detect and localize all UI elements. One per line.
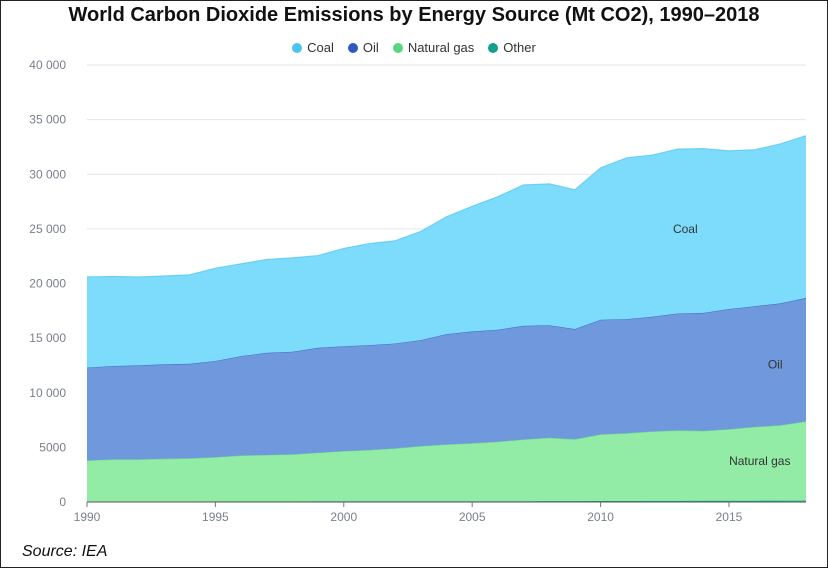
x-tick-label-1995: 1995 (202, 510, 229, 524)
area-label-coal: Coal (673, 222, 698, 236)
y-tick-label-5000: 5000 (39, 440, 66, 454)
legend: Coal Oil Natural gas Other (0, 40, 828, 55)
y-tick-label-30000: 30 000 (29, 167, 66, 181)
x-tick-label-2010: 2010 (587, 510, 614, 524)
area-coal (87, 135, 806, 368)
legend-item-oil[interactable]: Oil (347, 40, 379, 55)
chart-title: World Carbon Dioxide Emissions by Energy… (68, 4, 760, 26)
area-oil (87, 297, 806, 461)
y-tick-label-0: 0 (59, 495, 66, 509)
legend-item-natural-gas[interactable]: Natural gas (392, 40, 475, 55)
area-label-oil: Oil (768, 358, 783, 372)
legend-swatch-oil (347, 42, 358, 53)
legend-label-coal: Coal (307, 40, 334, 55)
x-tick-label-2005: 2005 (459, 510, 486, 524)
y-tick-label-15000: 15 000 (29, 331, 66, 345)
legend-swatch-other (488, 42, 499, 53)
y-tick-label-40000: 40 000 (29, 58, 66, 72)
source-note: Source: IEA (22, 543, 108, 560)
area-label-natural-gas: Natural gas (729, 454, 790, 468)
x-tick-label-1990: 1990 (74, 510, 101, 524)
y-tick-label-25000: 25 000 (29, 222, 66, 236)
legend-swatch-coal (292, 42, 303, 53)
x-tick-label-2000: 2000 (330, 510, 357, 524)
y-tick-label-10000: 10 000 (29, 386, 66, 400)
series-line-coal (86, 135, 807, 278)
legend-label-natural-gas: Natural gas (407, 40, 475, 55)
y-tick-label-20000: 20 000 (29, 277, 66, 291)
legend-label-other: Other (503, 40, 536, 55)
legend-item-other[interactable]: Other (488, 40, 536, 55)
legend-swatch-natural-gas (392, 42, 403, 53)
legend-item-coal[interactable]: Coal (292, 40, 334, 55)
legend-label-oil: Oil (362, 40, 379, 55)
y-tick-label-35000: 35 000 (29, 113, 66, 127)
x-tick-label-2015: 2015 (716, 510, 743, 524)
area-natural-gas (87, 421, 806, 502)
